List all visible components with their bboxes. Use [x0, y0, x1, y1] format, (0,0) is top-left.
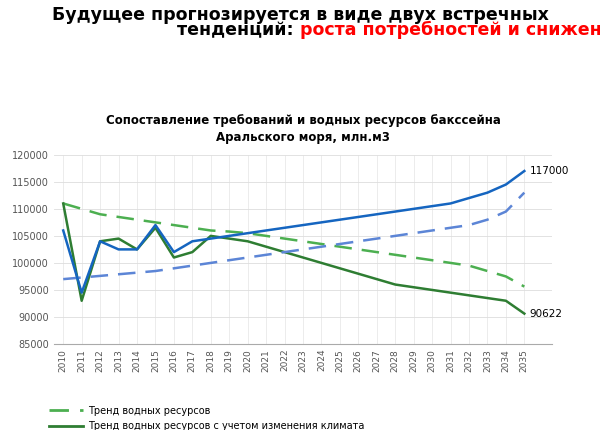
Text: 90622: 90622 — [530, 309, 563, 319]
Text: 117000: 117000 — [530, 166, 569, 176]
Text: тенденций:: тенденций: — [178, 21, 300, 39]
Text: Сопоставление требований и водных ресурсов бакссейна
Аральского моря, млн.м3: Сопоставление требований и водных ресурс… — [106, 114, 500, 144]
Legend: Тренд водных ресурсов, Тренд водных ресурсов с учетом изменения климата, Требуем: Тренд водных ресурсов, Тренд водных ресу… — [49, 405, 554, 430]
Text: Будущее прогнозируется в виде двух встречных: Будущее прогнозируется в виде двух встре… — [52, 6, 548, 25]
Text: роста потребностей и снижения ресурсов: роста потребностей и снижения ресурсов — [300, 21, 600, 39]
